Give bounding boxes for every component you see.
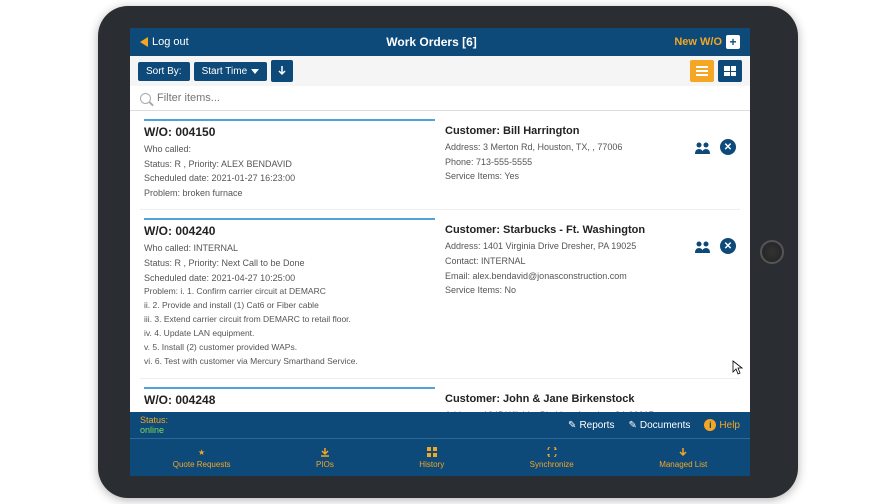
pencil-icon: ✎: [568, 420, 576, 431]
wo-problem: Problem: broken furnace: [144, 187, 435, 200]
app-header: Log out Work Orders [6] New W/O +: [130, 28, 750, 56]
wo-scheduled: Scheduled date: 2021-01-27 16:23:00: [144, 172, 435, 185]
work-order-list[interactable]: W/O: 004150 Who called: Status: R , Prio…: [130, 111, 750, 412]
tablet-frame: Log out Work Orders [6] New W/O + Sort B…: [98, 6, 798, 498]
close-icon[interactable]: ✕: [720, 139, 736, 155]
documents-label: Documents: [640, 420, 691, 431]
help-label: Help: [719, 420, 740, 431]
nav-synchronize[interactable]: Synchronize: [530, 446, 574, 469]
search-icon: [140, 93, 151, 104]
filter-bar: [130, 86, 750, 111]
star-icon: ★: [196, 446, 208, 458]
nav-managed-list[interactable]: Managed List: [659, 446, 707, 469]
wo-service: Service Items: No: [445, 284, 736, 297]
calendar-icon: [724, 66, 736, 76]
work-order-card[interactable]: W/O: 004240 Who called: INTERNAL Status:…: [140, 210, 740, 378]
app-screen: Log out Work Orders [6] New W/O + Sort B…: [130, 28, 750, 476]
nav-quote-requests[interactable]: ★ Quote Requests: [173, 446, 231, 469]
nav-label: PIOs: [316, 460, 334, 469]
sort-value-button[interactable]: Start Time: [194, 62, 268, 81]
wo-email: Email: alex.bendavid@jonasconstruction.c…: [445, 270, 736, 283]
wo-number: W/O: 004150: [144, 119, 435, 139]
wo-problem-line: ii. 2. Provide and install (1) Cat6 or F…: [144, 300, 435, 312]
users-icon[interactable]: [694, 238, 712, 256]
new-wo-label: New W/O: [674, 36, 722, 48]
wo-status: Status: R , Priority: ALEX BENDAVID: [144, 158, 435, 171]
wo-service: Service Items: Yes: [445, 170, 736, 183]
wo-scheduled: Scheduled date: 2021-04-27 10:25:00: [144, 272, 435, 285]
wo-contact: Contact: INTERNAL: [445, 255, 736, 268]
wo-number: W/O: 004240: [144, 218, 435, 238]
work-order-card[interactable]: W/O: 004248 Who called: John Customer: J…: [140, 379, 740, 413]
grid-icon: [426, 446, 438, 458]
sort-by-button[interactable]: Sort By:: [138, 62, 190, 81]
nav-history[interactable]: History: [419, 446, 444, 469]
toolbar: Sort By: Start Time: [130, 56, 750, 86]
filter-input[interactable]: [157, 92, 740, 104]
sync-icon: [546, 446, 558, 458]
list-icon: [696, 66, 708, 76]
logout-label: Log out: [152, 36, 189, 48]
wo-problem-line: v. 5. Install (2) customer provided WAPs…: [144, 342, 435, 354]
wo-address: Address: 3 Merton Rd, Houston, TX, , 770…: [445, 141, 736, 154]
wo-who-called: Who called: John: [144, 411, 435, 413]
status-value: online: [140, 425, 554, 435]
chevron-down-icon: [251, 69, 259, 74]
wo-who-called: Who called: INTERNAL: [144, 242, 435, 255]
nav-pios[interactable]: PIOs: [316, 446, 334, 469]
sort-by-label: Sort By:: [146, 66, 182, 77]
nav-label: Synchronize: [530, 460, 574, 469]
download-icon: [319, 446, 331, 458]
wo-status: Status: R , Priority: Next Call to be Do…: [144, 257, 435, 270]
wo-problem-line: iv. 4. Update LAN equipment.: [144, 328, 435, 340]
logout-button[interactable]: Log out: [140, 36, 189, 48]
arrow-down-icon: [277, 66, 287, 76]
wo-address: Address: 1245 Wilshire Blvd Los Angeles,…: [445, 409, 736, 413]
bottom-nav: ★ Quote Requests PIOs History Synchroni: [130, 438, 750, 476]
sort-value-label: Start Time: [202, 66, 248, 77]
wo-problem-line: vi. 6. Test with customer via Mercury Sm…: [144, 356, 435, 368]
reports-label: Reports: [579, 420, 614, 431]
info-icon: i: [704, 419, 716, 431]
wo-who-called: Who called:: [144, 143, 435, 156]
back-arrow-icon: [140, 37, 148, 47]
wo-problem-line: Problem: i. 1. Confirm carrier circuit a…: [144, 286, 435, 298]
wo-problem-list: Problem: i. 1. Confirm carrier circuit a…: [144, 286, 435, 367]
wo-address: Address: 1401 Virginia Drive Dresher, PA…: [445, 240, 736, 253]
wo-customer: Customer: Bill Harrington: [445, 119, 736, 137]
wo-customer: Customer: Starbucks - Ft. Washington: [445, 218, 736, 236]
help-button[interactable]: i Help: [704, 419, 740, 431]
status-bar: Status: online ✎ Reports ✎ Documents i H…: [130, 412, 750, 438]
list-view-button[interactable]: [690, 60, 714, 82]
nav-label: Quote Requests: [173, 460, 231, 469]
new-wo-button[interactable]: New W/O +: [674, 35, 740, 49]
work-order-card[interactable]: W/O: 004150 Who called: Status: R , Prio…: [140, 111, 740, 210]
close-icon[interactable]: ✕: [720, 238, 736, 254]
status-label: Status:: [140, 415, 554, 425]
wo-customer: Customer: John & Jane Birkenstock: [445, 387, 736, 405]
users-icon[interactable]: [694, 139, 712, 157]
grid-view-button[interactable]: [718, 60, 742, 82]
page-title: Work Orders [6]: [386, 35, 476, 49]
plus-icon: +: [726, 35, 740, 49]
connection-status: Status: online: [140, 415, 554, 435]
wo-problem-line: iii. 3. Extend carrier circuit from DEMA…: [144, 314, 435, 326]
arrow-down-icon: [677, 446, 689, 458]
sort-direction-button[interactable]: [271, 60, 293, 82]
nav-label: Managed List: [659, 460, 707, 469]
nav-label: History: [419, 460, 444, 469]
wo-phone: Phone: 713-555-5555: [445, 156, 736, 169]
documents-button[interactable]: ✎ Documents: [628, 420, 690, 431]
tablet-home-button[interactable]: [760, 240, 784, 264]
reports-button[interactable]: ✎ Reports: [568, 420, 614, 431]
wo-number: W/O: 004248: [144, 387, 435, 407]
pencil-icon: ✎: [628, 420, 636, 431]
